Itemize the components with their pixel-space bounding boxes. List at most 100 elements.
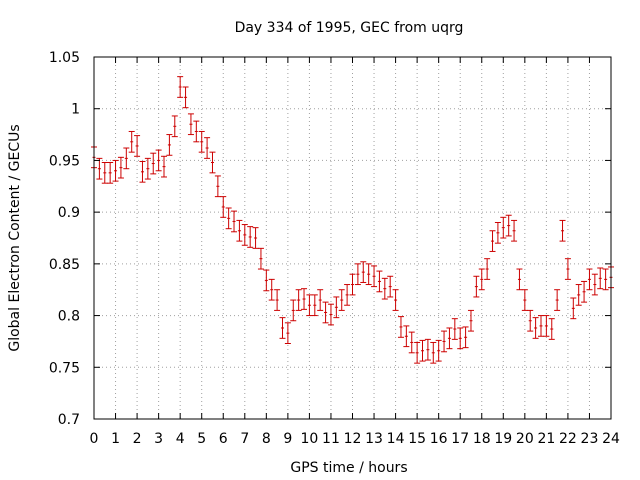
data-point [543, 315, 550, 337]
data-point [155, 149, 162, 172]
data-point [295, 289, 302, 311]
y-tick-labels: 0.7 0.75 0.8 0.85 0.9 0.95 1 1.05 [49, 50, 80, 428]
data-point [150, 152, 157, 175]
data-point [198, 130, 205, 153]
data-point [554, 289, 561, 311]
data-point [451, 318, 458, 340]
data-point [144, 157, 151, 180]
x-tick-label: 4 [176, 431, 185, 447]
y-tick-label: 0.85 [49, 257, 80, 273]
x-tick-labels: 0 1 2 3 4 5 6 7 8 9 10 11 12 13 14 15 16 17 18 19 20 21 22 23 24 [90, 431, 620, 447]
data-point [344, 284, 351, 306]
data-point [548, 318, 555, 340]
data-point [397, 316, 404, 338]
data-point [112, 159, 119, 182]
data-point [177, 76, 184, 98]
data-point [371, 265, 378, 288]
data-point [123, 147, 130, 170]
data-point [209, 151, 216, 174]
data-point [521, 289, 528, 311]
data-point [365, 263, 372, 286]
data-point [252, 227, 259, 249]
data-point [484, 258, 491, 280]
data-point [392, 289, 399, 311]
x-tick-label: 24 [602, 431, 620, 447]
x-tick-label: 2 [133, 431, 142, 447]
data-point [306, 294, 313, 317]
data-point [290, 299, 297, 322]
x-tick-label: 3 [154, 431, 163, 447]
y-tick-label: 1 [71, 102, 80, 118]
data-point [204, 137, 211, 159]
data-point [349, 273, 356, 296]
y-tick-label: 0.75 [49, 360, 80, 376]
data-point [446, 327, 453, 350]
data-point [182, 86, 189, 109]
data-point [139, 160, 146, 183]
data-point [473, 275, 480, 298]
data-point [419, 339, 426, 362]
data-point [257, 247, 264, 270]
data-point [317, 289, 324, 311]
data-point [408, 331, 415, 354]
data-point [166, 134, 173, 156]
data-point [500, 216, 507, 239]
data-point [581, 280, 588, 303]
data-point [376, 270, 383, 293]
data-point [586, 268, 593, 291]
x-axis-label: GPS time / hours [290, 460, 407, 476]
data-point [441, 330, 448, 353]
grid-lines [94, 57, 611, 419]
y-tick-label: 0.8 [58, 309, 80, 325]
data-point [161, 155, 168, 178]
data-point [301, 288, 308, 310]
data-point [327, 303, 334, 326]
x-tick-label: 6 [219, 431, 228, 447]
data-point [231, 210, 238, 233]
data-point [333, 296, 340, 319]
x-tick-label: 9 [283, 431, 292, 447]
data-point [575, 284, 582, 306]
x-tick-label: 17 [451, 431, 469, 447]
data-point [236, 219, 243, 242]
data-point [597, 267, 604, 290]
y-tick-label: 1.05 [49, 50, 80, 66]
x-tick-label: 12 [344, 431, 362, 447]
x-tick-label: 7 [240, 431, 249, 447]
data-point [467, 309, 474, 332]
plot-frame [93, 56, 612, 420]
x-tick-label: 0 [90, 431, 99, 447]
data-point [322, 301, 329, 324]
data-point [564, 258, 571, 280]
x-tick-label: 23 [581, 431, 599, 447]
data-point [527, 309, 534, 332]
data-point [559, 219, 566, 242]
x-tick-label: 16 [430, 431, 448, 447]
data-point [387, 275, 394, 298]
data-point [263, 269, 270, 292]
data-point [532, 317, 539, 339]
data-point [570, 297, 577, 320]
data-point [171, 115, 178, 138]
data-point [494, 221, 501, 244]
chart-title: Day 334 of 1995, GEC from uqrg [235, 20, 464, 36]
data-point [430, 341, 437, 364]
x-tick-label: 19 [494, 431, 512, 447]
data-point [457, 327, 464, 350]
data-point [591, 273, 598, 296]
x-tick-label: 20 [516, 431, 534, 447]
data-point [311, 294, 318, 317]
y-tick-label: 0.7 [58, 412, 80, 428]
data-point [247, 226, 254, 248]
data-point [354, 263, 361, 286]
data-point [511, 219, 518, 242]
x-tick-label: 8 [262, 431, 271, 447]
y-axis-label: Global Electron Content / GECUs [7, 124, 23, 351]
x-tick-label: 14 [387, 431, 405, 447]
data-point [537, 315, 544, 337]
data-point [107, 161, 114, 184]
data-point [279, 317, 286, 339]
data-point [602, 268, 609, 291]
data-point [489, 230, 496, 252]
